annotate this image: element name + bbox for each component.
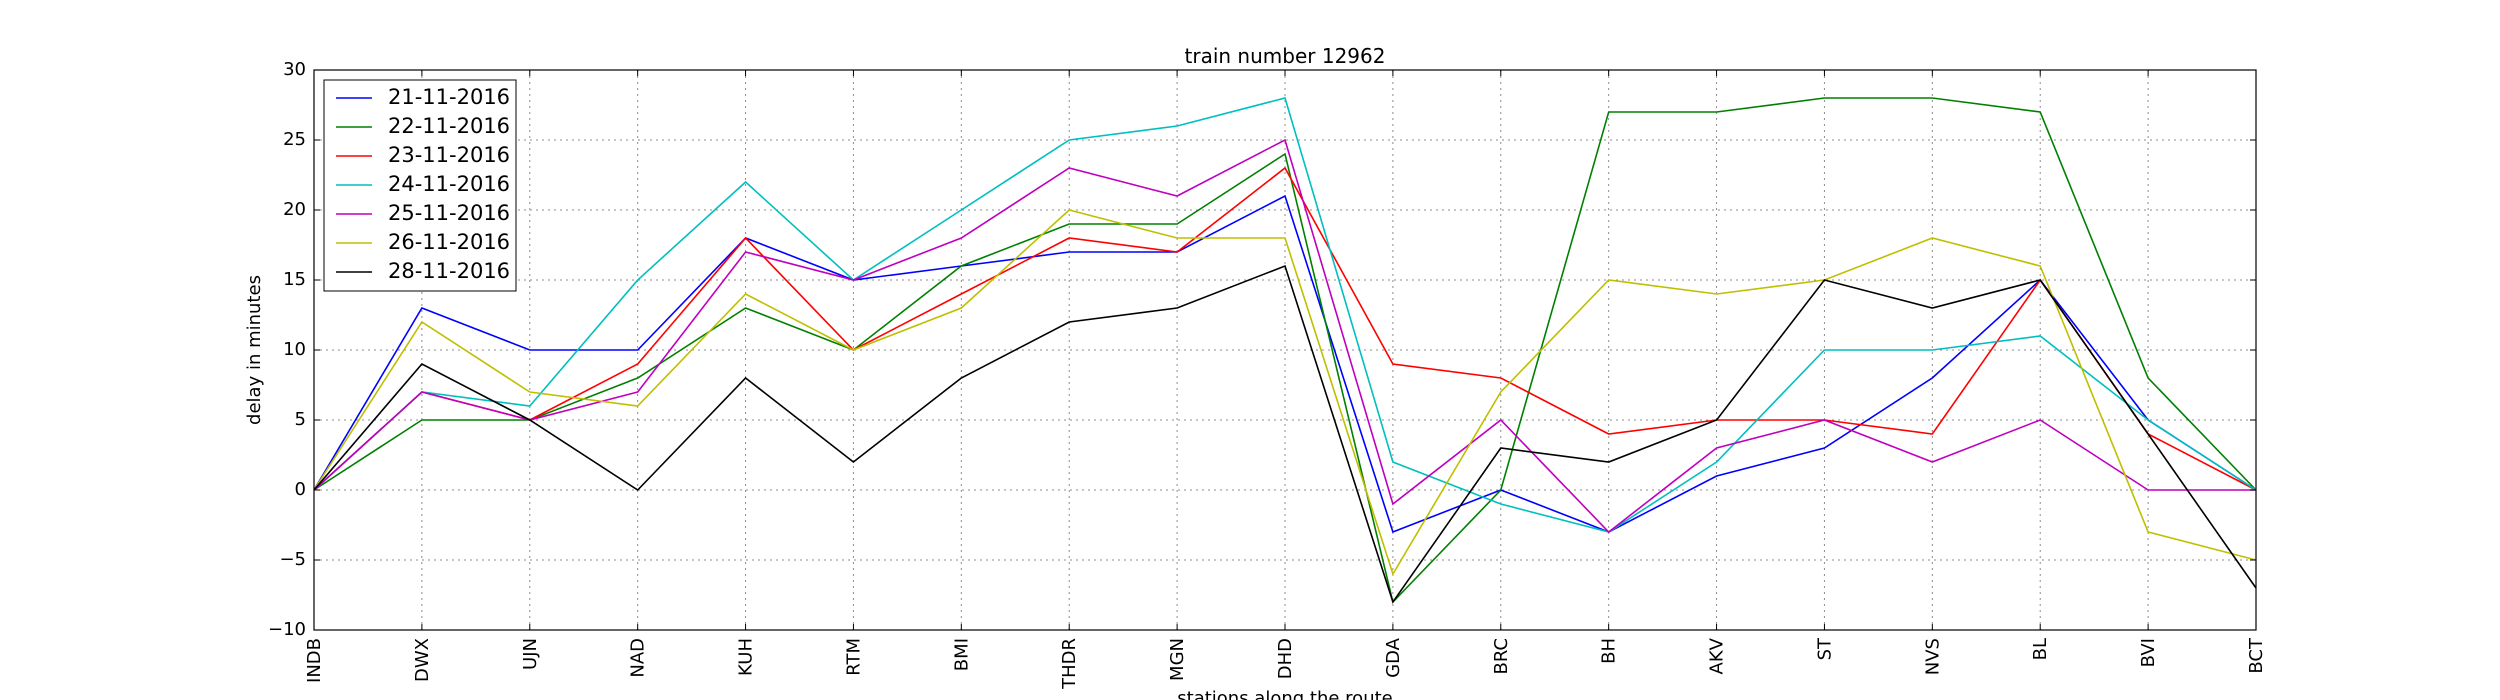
- legend-label: 21-11-2016: [388, 85, 510, 109]
- y-tick-label: −5: [279, 549, 306, 570]
- plot-frame: [313, 69, 2257, 631]
- y-tick-label: 15: [283, 269, 306, 290]
- y-tick-label: 0: [295, 479, 306, 500]
- series-line-24-11-2016: [313, 97, 2257, 533]
- series-lines: [313, 97, 2257, 604]
- y-tick-label: 25: [283, 129, 306, 150]
- x-tick-label: AKV: [1707, 637, 1728, 674]
- x-tick-label: BMI: [951, 638, 972, 671]
- axes: INDB DWX UJN NAD KUH RTM BMI THDR MGN DHD GDA BRC BH…: [268, 59, 2267, 690]
- x-tick-label: MGN: [1167, 638, 1188, 681]
- series-line-25-11-2016: [313, 138, 2256, 534]
- y-tick-label: 5: [295, 409, 306, 430]
- series-line-22-11-2016: [313, 97, 2257, 604]
- x-tick-label: NAD: [628, 638, 649, 678]
- x-axis-title: stations along the route: [1177, 688, 1392, 700]
- x-tick-label: NVS: [1922, 638, 1943, 675]
- legend-label: 28-11-2016: [388, 259, 510, 283]
- x-tick-label: THDR: [1059, 638, 1080, 690]
- x-tick-label: BRC: [1491, 638, 1512, 675]
- series-line-23-11-2016: [313, 166, 2257, 491]
- y-tick-label: −10: [268, 619, 306, 640]
- x-tick-label: BCT: [2246, 637, 2267, 674]
- legend-label: 23-11-2016: [388, 143, 510, 167]
- legend: 21-11-2016 22-11-2016 23-11-2016 24-11-2016…: [323, 79, 517, 292]
- legend-label: 24-11-2016: [388, 172, 510, 196]
- x-tick-label: DHD: [1275, 638, 1296, 679]
- y-axis-title: delay in minutes: [244, 275, 265, 425]
- x-tick-label: KUH: [736, 638, 757, 676]
- chart-title: train number 12962: [1185, 44, 1386, 68]
- y-tick-label: 20: [283, 199, 306, 220]
- x-tick-label: UJN: [520, 638, 541, 670]
- x-tick-label: BL: [2030, 638, 2051, 660]
- series-line-26-11-2016: [313, 209, 2257, 576]
- x-tick-label: DWX: [412, 638, 433, 682]
- x-tick-label: GDA: [1383, 637, 1404, 677]
- x-tick-label: BVI: [2138, 638, 2159, 667]
- x-tick-label: RTM: [843, 638, 864, 676]
- series-line-28-11-2016: [313, 264, 2257, 604]
- y-tick-label: 30: [283, 59, 306, 80]
- legend-label: 26-11-2016: [388, 230, 510, 254]
- legend-label: 22-11-2016: [388, 114, 510, 138]
- series-line-21-11-2016: [313, 194, 2257, 534]
- x-tick-label: BH: [1599, 638, 1620, 664]
- x-tick-label: INDB: [304, 638, 325, 683]
- y-tick-label: 10: [283, 339, 306, 360]
- x-tick-label: ST: [1814, 637, 1835, 660]
- legend-label: 25-11-2016: [388, 201, 510, 225]
